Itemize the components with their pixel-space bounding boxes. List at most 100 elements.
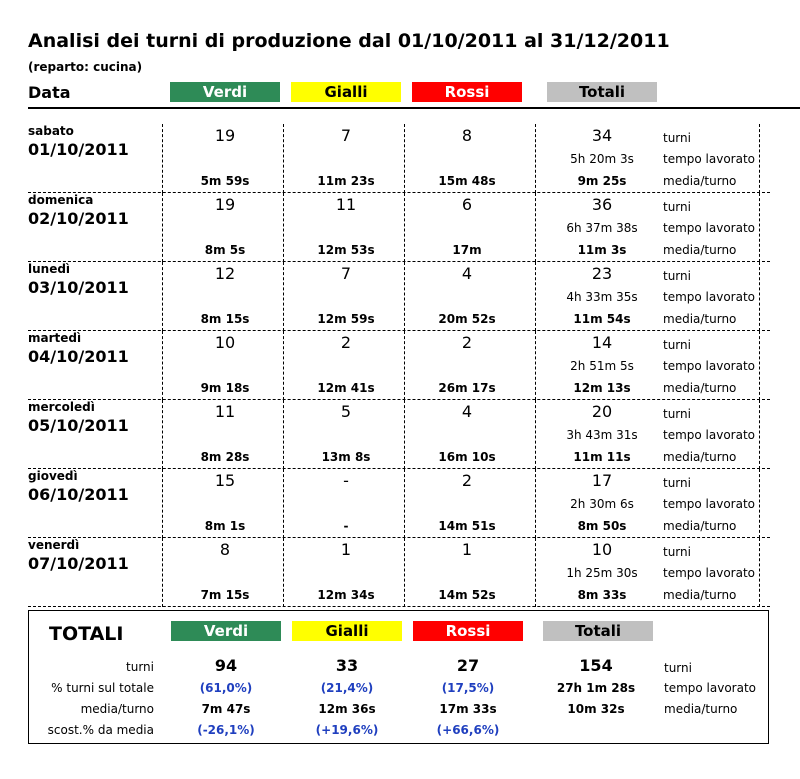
rossi-count: 4 <box>461 402 473 421</box>
totali-avg: 11m 3s <box>577 243 627 257</box>
summary-right-label-turni: turni <box>664 661 692 675</box>
day-name: sabato <box>28 124 74 138</box>
column-divider <box>283 262 284 331</box>
summary-gialli-turni: 33 <box>335 656 359 675</box>
column-divider <box>162 400 163 469</box>
label-media: media/turno <box>663 312 737 326</box>
label-tempo: tempo lavorato <box>663 428 756 442</box>
totali-time: 4h 33m 35s <box>566 290 638 304</box>
summary-header-verdi: Verdi <box>171 621 281 641</box>
column-divider <box>759 262 760 331</box>
summary-rossi-turni: 27 <box>456 656 480 675</box>
summary-box: TOTALI Verdi Gialli Rossi Totali turni 9… <box>28 610 769 744</box>
column-divider <box>535 538 536 607</box>
day-name: lunedì <box>28 262 71 276</box>
day-row: giovedì 06/10/2011 15 8m 1s - - 2 14m 51s 17 2h 3… <box>0 469 800 538</box>
column-divider <box>283 469 284 538</box>
row-divider <box>28 606 770 607</box>
totali-avg: 9m 25s <box>577 174 627 188</box>
totali-count: 10 <box>591 540 613 559</box>
verdi-count: 12 <box>214 264 236 283</box>
date-column-header: Data <box>28 83 71 102</box>
totali-avg: 11m 54s <box>573 312 631 326</box>
gialli-count: - <box>343 471 349 490</box>
column-divider <box>162 262 163 331</box>
column-divider <box>535 262 536 331</box>
column-divider <box>404 262 405 331</box>
totali-count: 34 <box>591 126 613 145</box>
summary-right-label-tempo: tempo lavorato <box>664 681 757 695</box>
day-row: lunedì 03/10/2011 12 8m 15s 7 12m 59s 4 20m 52s… <box>0 262 800 331</box>
column-divider <box>759 400 760 469</box>
totali-count: 23 <box>591 264 613 283</box>
column-divider <box>404 538 405 607</box>
column-divider <box>162 124 163 193</box>
day-date: 01/10/2011 <box>28 140 129 159</box>
gialli-count: 11 <box>335 195 357 214</box>
label-tempo: tempo lavorato <box>663 290 756 304</box>
day-date: 02/10/2011 <box>28 209 129 228</box>
day-name: mercoledì <box>28 400 95 414</box>
gialli-avg: 11m 23s <box>317 174 375 188</box>
label-tempo: tempo lavorato <box>663 359 756 373</box>
totali-time: 2h 51m 5s <box>570 359 634 373</box>
gialli-avg: 12m 34s <box>317 588 375 602</box>
day-name: martedì <box>28 331 82 345</box>
label-media: media/turno <box>663 243 737 257</box>
rossi-count: 2 <box>461 333 473 352</box>
gialli-count: 7 <box>340 126 352 145</box>
column-divider <box>162 469 163 538</box>
column-divider <box>535 193 536 262</box>
verdi-avg: 8m 5s <box>204 243 246 257</box>
label-tempo: tempo lavorato <box>663 497 756 511</box>
column-divider <box>162 538 163 607</box>
totali-avg: 11m 11s <box>573 450 631 464</box>
verdi-avg: 8m 28s <box>200 450 250 464</box>
label-media: media/turno <box>663 381 737 395</box>
label-turni: turni <box>663 200 691 214</box>
report-subtitle: (reparto: cucina) <box>28 60 143 74</box>
summary-totali-turni: 154 <box>579 656 613 675</box>
day-date: 04/10/2011 <box>28 347 129 366</box>
verdi-count: 8 <box>219 540 231 559</box>
gialli-avg: 12m 53s <box>317 243 375 257</box>
gialli-avg: 12m 59s <box>317 312 375 326</box>
verdi-count: 11 <box>214 402 236 421</box>
summary-label-media: media/turno <box>80 702 154 716</box>
summary-verdi-pct: (61,0%) <box>199 681 253 695</box>
column-divider <box>759 469 760 538</box>
row-divider <box>28 537 770 538</box>
column-divider <box>283 538 284 607</box>
column-divider <box>283 124 284 193</box>
day-date: 05/10/2011 <box>28 416 129 435</box>
gialli-count: 1 <box>340 540 352 559</box>
rossi-count: 1 <box>461 540 473 559</box>
label-media: media/turno <box>663 588 737 602</box>
day-row: domenica 02/10/2011 19 8m 5s 11 12m 53s 6 17m 36… <box>0 193 800 262</box>
day-row: martedì 04/10/2011 10 9m 18s 2 12m 41s 2 26m 17… <box>0 331 800 400</box>
verdi-avg: 7m 15s <box>200 588 250 602</box>
totali-avg: 8m 33s <box>577 588 627 602</box>
row-divider <box>28 261 770 262</box>
rossi-avg: 26m 17s <box>438 381 496 395</box>
label-tempo: tempo lavorato <box>663 152 756 166</box>
day-date: 07/10/2011 <box>28 554 129 573</box>
rossi-count: 8 <box>461 126 473 145</box>
column-divider <box>759 538 760 607</box>
label-turni: turni <box>663 545 691 559</box>
verdi-count: 19 <box>214 126 236 145</box>
summary-title: TOTALI <box>49 623 124 645</box>
summary-rossi-scost: (+66,6%) <box>436 723 500 737</box>
label-turni: turni <box>663 338 691 352</box>
column-divider <box>535 331 536 400</box>
label-media: media/turno <box>663 450 737 464</box>
gialli-count: 5 <box>340 402 352 421</box>
label-media: media/turno <box>663 174 737 188</box>
rossi-avg: 20m 52s <box>438 312 496 326</box>
column-divider <box>535 469 536 538</box>
summary-header-totali: Totali <box>543 621 653 641</box>
verdi-count: 10 <box>214 333 236 352</box>
column-divider <box>404 400 405 469</box>
verdi-avg: 5m 59s <box>200 174 250 188</box>
column-divider <box>283 400 284 469</box>
